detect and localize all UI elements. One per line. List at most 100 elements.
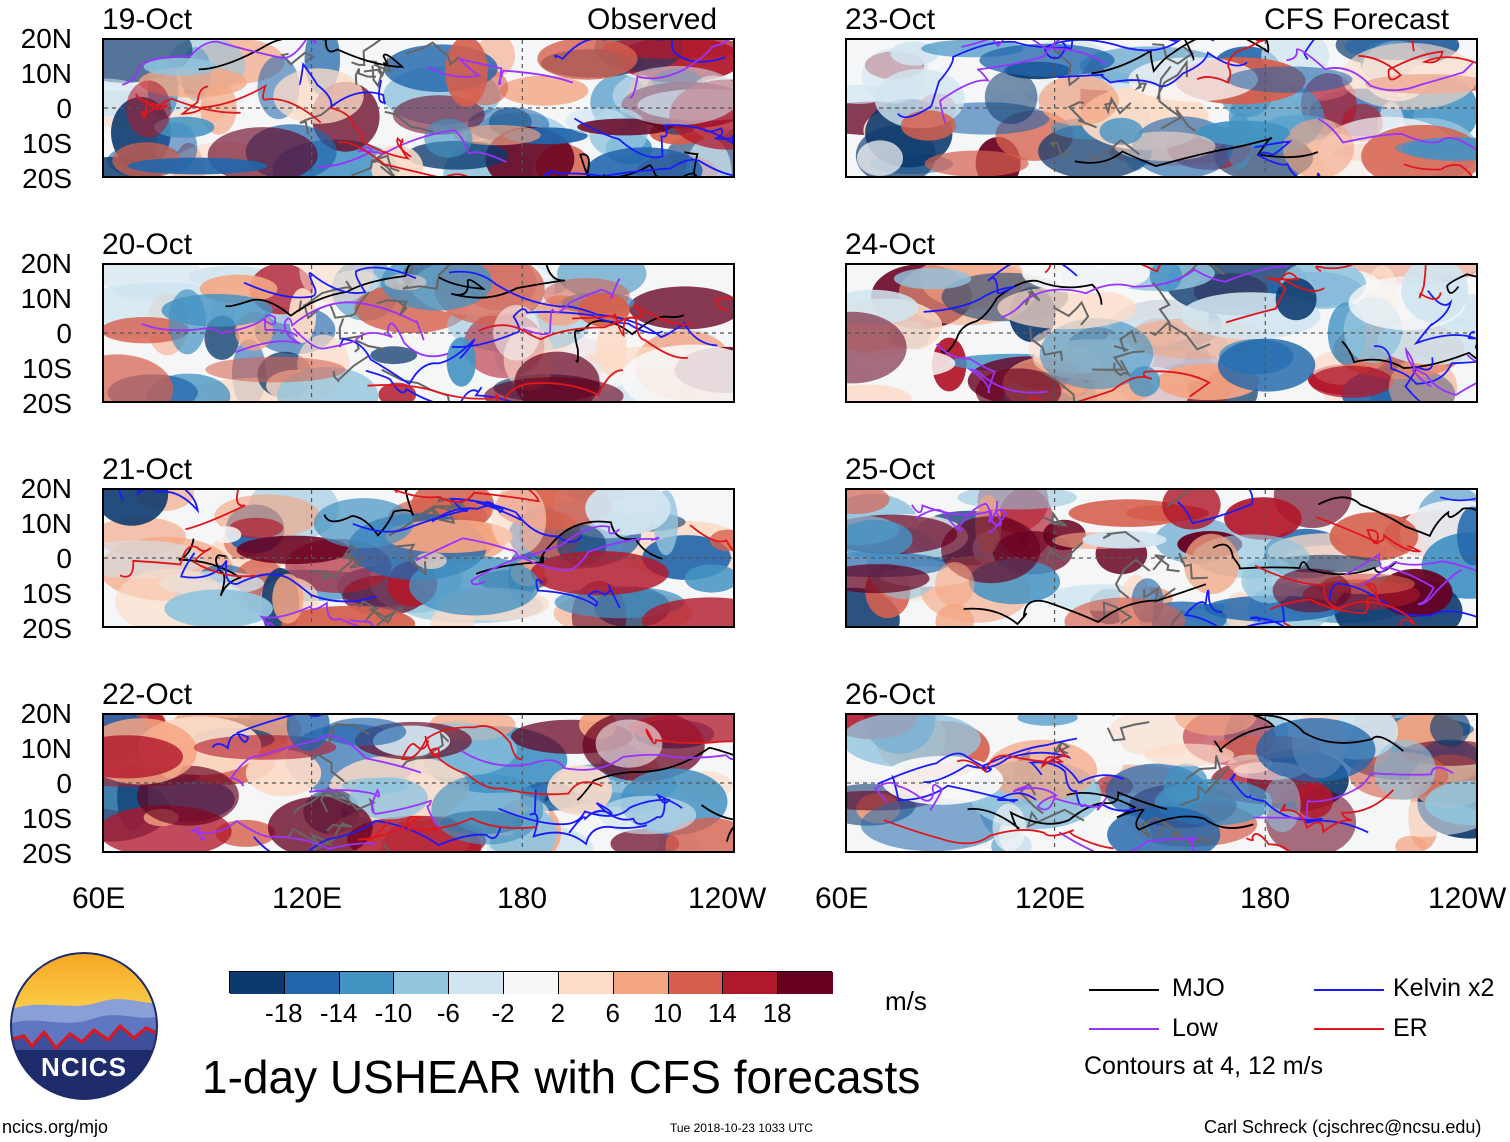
shading-blob — [984, 70, 1038, 125]
coastline — [1113, 359, 1131, 377]
shading-blob — [431, 774, 544, 845]
coastline — [320, 785, 352, 813]
shading-blob — [537, 40, 638, 80]
low-contour — [961, 40, 1107, 65]
shading-blob — [143, 57, 218, 76]
shading-blob — [168, 289, 207, 355]
shading-blob — [229, 517, 284, 539]
kelvin-contour — [498, 793, 683, 826]
coastline — [329, 291, 370, 319]
shading-blob — [986, 739, 1098, 802]
coastline — [366, 56, 392, 78]
coastline — [1149, 322, 1211, 351]
coastline — [376, 299, 409, 317]
shading-blob — [586, 147, 703, 176]
shading-blob — [104, 317, 190, 344]
colorbar-swatch — [284, 972, 340, 994]
coastline — [1152, 554, 1180, 573]
er-contour — [645, 728, 733, 745]
lat-label: 0 — [56, 543, 72, 574]
colorbar-swatch — [449, 972, 505, 994]
shading-blob — [598, 795, 697, 835]
kelvin-contour — [298, 61, 386, 109]
lon-label: 120E — [1015, 882, 1086, 915]
coastline — [1114, 558, 1151, 599]
kelvin-contour — [431, 501, 523, 523]
panel-date: 21-Oct — [102, 453, 193, 486]
shading-blob — [453, 124, 541, 146]
shading-blob — [924, 150, 1029, 176]
mjo-contour — [940, 279, 1103, 354]
kelvin-contour — [923, 265, 1078, 313]
shear-field — [847, 490, 1476, 626]
kelvin-contour — [180, 552, 377, 603]
low-contour — [1253, 766, 1454, 820]
kelvin-contour — [1404, 357, 1434, 401]
panel-date: 23-Oct — [845, 3, 936, 36]
lat-label: 0 — [56, 93, 72, 124]
panel-date: 20-Oct — [102, 228, 193, 261]
shading-blob — [1329, 512, 1419, 561]
kelvin-contour — [1253, 140, 1321, 176]
coastline — [1050, 141, 1073, 159]
low-contour — [1344, 552, 1462, 606]
coastline — [1102, 530, 1140, 543]
colorbar-tick-label: -2 — [491, 998, 515, 1028]
lat-label: 10S — [22, 578, 72, 609]
shading-blob — [847, 519, 913, 559]
shading-blob — [684, 564, 733, 593]
coastline — [395, 543, 427, 577]
coastline — [400, 731, 450, 768]
shading-blob — [1457, 506, 1476, 566]
footer-url[interactable]: ncics.org/mjo — [2, 1117, 109, 1137]
shading-blob — [1263, 776, 1301, 833]
coastline — [1044, 542, 1084, 565]
coastline — [351, 40, 382, 67]
shading-blob — [595, 719, 663, 768]
map-panel-25-oct — [845, 488, 1478, 628]
mjo-contour — [1341, 340, 1476, 369]
coastline — [384, 110, 434, 134]
lat-label: 0 — [56, 768, 72, 799]
kelvin-contour — [554, 40, 727, 63]
coastline — [1160, 108, 1197, 133]
shading-blob — [585, 490, 671, 535]
shading-blob — [847, 564, 930, 594]
low-contour — [1317, 118, 1476, 151]
low-contour — [461, 747, 733, 771]
er-contour — [357, 815, 538, 842]
kelvin-contour — [243, 266, 417, 299]
shading-blob — [491, 490, 547, 555]
low-contour — [141, 314, 299, 338]
colorbar-swatch — [504, 972, 559, 994]
coastline — [1176, 265, 1225, 282]
kelvin-contour — [891, 775, 1037, 803]
shading-blob — [286, 715, 330, 751]
er-contour — [1225, 272, 1325, 324]
colorbar-swatch — [230, 972, 285, 994]
colorbar-swatch — [339, 972, 395, 994]
coastline — [363, 65, 383, 89]
coastline — [1165, 490, 1191, 508]
kelvin-contour — [338, 338, 476, 386]
legend-label-low: Low — [1172, 1014, 1218, 1042]
colorbar-tick-label: 18 — [762, 998, 792, 1028]
shading-blob — [610, 829, 680, 851]
coastline — [1157, 822, 1182, 845]
shading-blob — [211, 526, 242, 543]
coastline — [326, 822, 353, 837]
er-contour — [1403, 163, 1473, 176]
shading-blob — [341, 777, 409, 795]
map-panel-22-oct — [102, 713, 735, 853]
er-contour — [392, 490, 540, 503]
coastline — [1104, 96, 1132, 115]
kelvin-contour — [897, 40, 1074, 119]
mjo-contour — [198, 40, 405, 71]
low-contour — [1404, 346, 1476, 396]
map-panel-21-oct — [102, 488, 735, 628]
mjo-contour — [574, 314, 685, 363]
shading-blob — [127, 157, 267, 175]
lat-label: 20S — [22, 388, 72, 419]
coastline — [351, 154, 400, 176]
shading-blob — [893, 268, 972, 290]
